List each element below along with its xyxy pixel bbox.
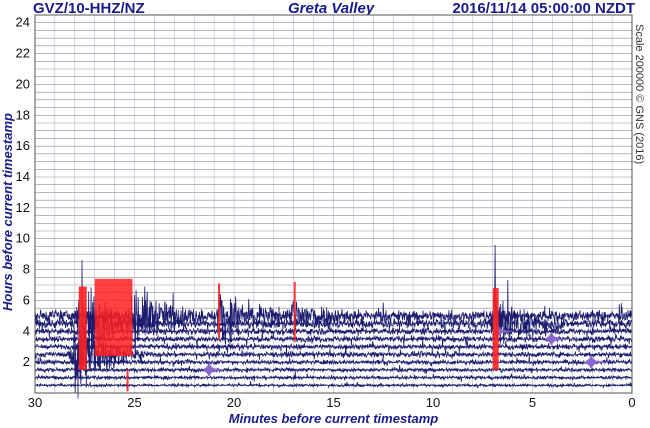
plot-frame	[34, 14, 633, 394]
x-tick-label: 30	[28, 395, 42, 410]
y-tick-label: 8	[23, 262, 30, 277]
trace-row	[34, 365, 633, 374]
y-tick-label: 4	[23, 323, 30, 338]
y-tick-label: 12	[16, 200, 30, 215]
y-tick-label: 18	[16, 107, 30, 122]
event-marker	[293, 281, 296, 343]
y-axis-title: Hours before current timestamp	[0, 113, 15, 311]
station-name: Greta Valley	[288, 0, 375, 17]
highlight-trace	[545, 331, 567, 345]
y-tick-label: 14	[16, 169, 30, 184]
trace-row	[34, 380, 633, 389]
trace-rows	[34, 244, 633, 399]
station-code: GVZ/10-HHZ/NZ	[33, 0, 145, 17]
x-tick-label: 10	[426, 395, 440, 410]
event-marker	[126, 369, 129, 392]
trace-row	[34, 286, 633, 359]
x-tick-label: 0	[628, 395, 635, 410]
event-marker	[94, 278, 133, 356]
event-marker	[78, 286, 87, 370]
scale-credit: Scale 200000 © GNS (2016)	[633, 24, 645, 164]
y-tick-label: 10	[16, 231, 30, 246]
x-axis-title: Minutes before current timestamp	[229, 411, 439, 426]
y-tick-label: 22	[16, 46, 30, 61]
event-marker	[218, 283, 221, 339]
trace-row	[34, 329, 633, 348]
y-tick-label: 2	[23, 354, 30, 369]
x-tick-label: 20	[227, 395, 241, 410]
x-tick-label: 5	[529, 395, 536, 410]
trace-row	[34, 338, 633, 354]
highlight-trace	[203, 362, 224, 376]
y-tick-label: 24	[16, 15, 30, 30]
event-markers	[78, 278, 499, 392]
event-marker	[492, 288, 499, 370]
x-tick-label: 25	[127, 395, 141, 410]
y-tick-label: 20	[16, 76, 30, 91]
y-tick-label: 16	[16, 138, 30, 153]
x-tick-labels: 30 25 20 15 10 5 0	[28, 395, 636, 410]
trace-row	[34, 371, 633, 382]
timestamp: 2016/11/14 05:00:00 NZDT	[452, 0, 635, 17]
trace-row	[34, 355, 633, 369]
trace-row	[34, 325, 633, 399]
highlight-trace	[585, 355, 606, 369]
y-tick-label: 6	[23, 292, 30, 307]
x-tick-label: 15	[326, 395, 340, 410]
